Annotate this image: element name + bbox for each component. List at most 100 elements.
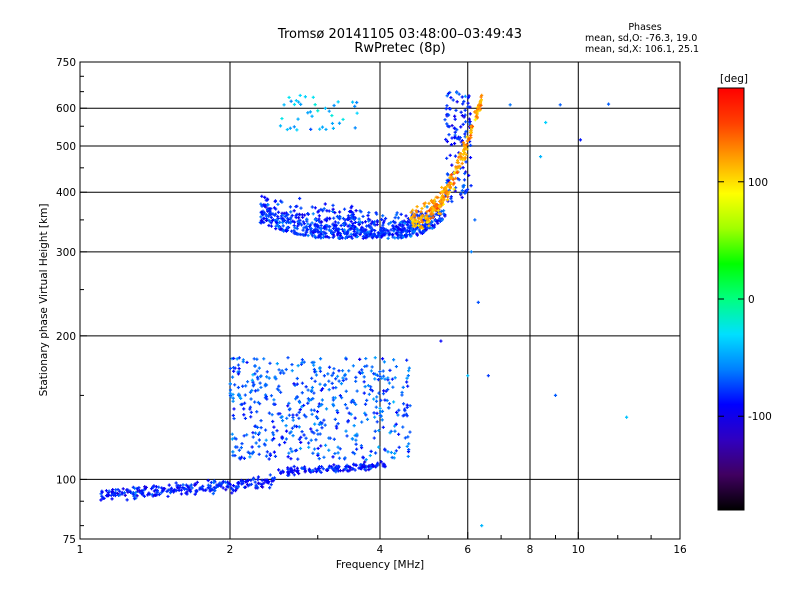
y-tick-label: 500 bbox=[56, 141, 76, 153]
point-e-layer-spread-echoes bbox=[295, 413, 299, 417]
point-f-layer-o-trace bbox=[453, 126, 457, 130]
point-f-layer-o-trace bbox=[455, 128, 459, 132]
point-e-layer-spread-echoes bbox=[253, 424, 257, 428]
point-e-layer-spread-echoes bbox=[288, 431, 292, 435]
point-f-layer-o-trace bbox=[333, 220, 337, 224]
point-f-layer-o-trace bbox=[316, 229, 320, 234]
point-f-layer-o-trace bbox=[447, 133, 451, 137]
point-f-layer-x-trace bbox=[440, 185, 444, 190]
point-f-layer-x-trace bbox=[442, 198, 446, 202]
point-e-layer-spread-echoes bbox=[296, 457, 300, 461]
point-e-layer-spread-echoes bbox=[320, 426, 324, 430]
point-e-layer-spread-echoes bbox=[381, 392, 386, 396]
point-e-layer-spread-echoes bbox=[378, 413, 382, 418]
point-f-layer-o-trace bbox=[342, 223, 346, 227]
colorbar-ticks: 100 0 -100 bbox=[718, 177, 772, 423]
point-f-layer-o-trace bbox=[367, 230, 371, 234]
point-e-layer-spread-echoes bbox=[375, 373, 379, 377]
point-e-layer-spread-echoes bbox=[300, 358, 305, 362]
point-e-layer-lower-trace bbox=[176, 486, 180, 490]
point-f-layer-o-trace bbox=[405, 223, 409, 227]
point-e-layer-spread-echoes bbox=[257, 444, 261, 449]
point-e-layer-spread-echoes bbox=[397, 445, 401, 449]
point-e-layer-spread-echoes bbox=[287, 413, 291, 417]
point-e-layer-lower-trace bbox=[179, 492, 184, 496]
point-sporadic-upper-echoes bbox=[303, 95, 308, 99]
point-f-layer-o-trace bbox=[455, 136, 459, 141]
point-e-layer-spread-echoes bbox=[298, 446, 303, 451]
point-e-layer-spread-echoes bbox=[287, 451, 291, 455]
point-f-layer-o-trace bbox=[408, 232, 412, 237]
point-e-layer-lower-trace bbox=[231, 484, 236, 488]
point-e-layer-spread-echoes bbox=[349, 412, 353, 416]
point-f-layer-o-trace bbox=[327, 235, 331, 240]
point-f-layer-o-trace bbox=[282, 211, 286, 215]
point-e-layer-spread-echoes bbox=[354, 379, 358, 383]
point-f-layer-o-trace bbox=[457, 178, 461, 182]
point-e-layer-lower-trace bbox=[376, 463, 380, 467]
point-e-layer-spread-echoes bbox=[327, 448, 331, 452]
point-e-layer-spread-echoes bbox=[271, 419, 275, 424]
point-e-layer-spread-echoes bbox=[343, 373, 347, 378]
point-sporadic-upper-echoes bbox=[353, 104, 357, 108]
point-f-layer-o-trace bbox=[404, 214, 408, 218]
point-f-layer-o-trace bbox=[466, 101, 470, 105]
point-f-layer-o-trace bbox=[266, 203, 270, 207]
colorbar-tick-label: 100 bbox=[748, 177, 768, 189]
point-f-layer-o-trace bbox=[446, 113, 451, 117]
point-f-layer-x-trace bbox=[418, 225, 423, 229]
point-e-layer-lower-trace bbox=[213, 486, 217, 490]
phase-stats-o: mean, sd,O: -76.3, 19.0 bbox=[585, 33, 698, 44]
point-e-layer-lower-trace bbox=[149, 487, 154, 491]
point-e-layer-lower-trace bbox=[371, 464, 375, 468]
point-f-layer-x-trace bbox=[463, 156, 468, 160]
point-e-layer-spread-echoes bbox=[322, 374, 327, 378]
point-f-layer-o-trace bbox=[404, 234, 408, 238]
point-f-layer-o-trace bbox=[463, 171, 467, 176]
point-f-layer-o-trace bbox=[381, 221, 386, 225]
point-e-layer-spread-echoes bbox=[405, 376, 409, 380]
point-e-layer-spread-echoes bbox=[272, 402, 276, 406]
point-f-layer-o-trace bbox=[329, 231, 334, 235]
point-e-layer-spread-echoes bbox=[230, 432, 234, 436]
point-e-layer-spread-echoes bbox=[340, 369, 345, 373]
point-e-layer-spread-echoes bbox=[318, 382, 322, 386]
point-f-layer-x-trace bbox=[431, 207, 436, 211]
point-e-layer-lower-trace bbox=[116, 491, 120, 496]
point-f-layer-o-trace bbox=[289, 210, 293, 214]
point-f-layer-o-trace bbox=[449, 96, 453, 100]
point-f-layer-o-trace bbox=[363, 232, 368, 236]
point-e-layer-spread-echoes bbox=[330, 373, 334, 378]
point-e-layer-spread-echoes bbox=[257, 366, 261, 370]
point-f-layer-o-trace bbox=[464, 129, 468, 134]
point-f-layer-o-trace bbox=[367, 224, 371, 228]
point-e-layer-lower-trace bbox=[208, 484, 213, 488]
point-sporadic-upper-echoes bbox=[285, 127, 289, 132]
point-sporadic-upper-echoes bbox=[318, 127, 322, 131]
point-e-layer-spread-echoes bbox=[290, 369, 294, 373]
point-f-layer-o-trace bbox=[285, 225, 289, 230]
point-e-layer-lower-trace bbox=[367, 465, 371, 469]
point-e-layer-spread-echoes bbox=[313, 379, 317, 383]
y-tick-label: 400 bbox=[56, 187, 76, 199]
point-e-layer-spread-echoes bbox=[377, 445, 381, 449]
point-e-layer-lower-trace bbox=[193, 482, 197, 486]
point-f-layer-o-trace bbox=[352, 217, 356, 222]
point-e-layer-lower-trace bbox=[260, 482, 264, 486]
point-sporadic-upper-echoes bbox=[292, 125, 296, 129]
point-e-layer-spread-echoes bbox=[231, 453, 235, 458]
point-e-layer-spread-echoes bbox=[269, 394, 274, 398]
point-e-layer-spread-echoes bbox=[310, 412, 314, 416]
point-e-layer-spread-echoes bbox=[344, 429, 348, 433]
point-e-layer-spread-echoes bbox=[304, 385, 308, 389]
point-e-layer-spread-echoes bbox=[290, 426, 295, 430]
point-f-layer-o-trace bbox=[438, 217, 442, 221]
point-e-layer-spread-echoes bbox=[386, 376, 390, 380]
point-f-layer-o-trace bbox=[468, 143, 473, 147]
point-e-layer-spread-echoes bbox=[307, 399, 311, 403]
point-e-layer-spread-echoes bbox=[297, 410, 301, 414]
point-f-layer-o-trace bbox=[425, 205, 429, 209]
point-e-layer-spread-echoes bbox=[337, 369, 341, 373]
point-f-layer-o-trace bbox=[413, 227, 418, 231]
point-f-layer-o-trace bbox=[462, 115, 466, 119]
